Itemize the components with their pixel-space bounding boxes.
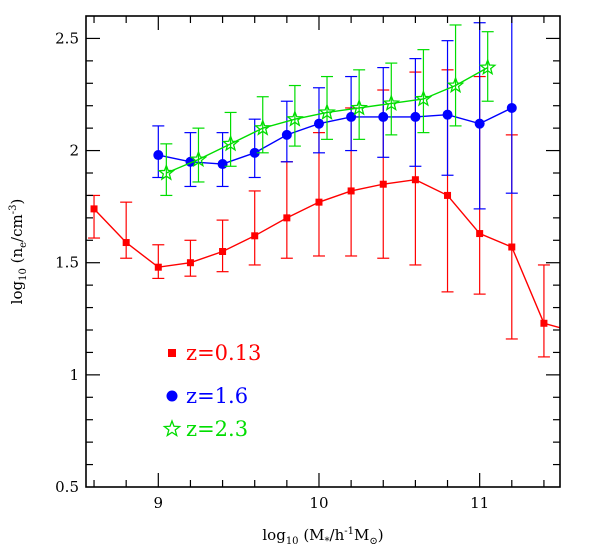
data-point bbox=[90, 205, 98, 213]
data-point bbox=[476, 230, 484, 238]
data-point bbox=[251, 232, 259, 240]
data-point bbox=[285, 109, 304, 127]
series-line bbox=[158, 107, 513, 165]
x-tick-label: 11 bbox=[470, 494, 489, 512]
y-tick-label: 1 bbox=[69, 366, 79, 384]
legend-label: z=1.6 bbox=[186, 384, 248, 408]
series-circle bbox=[152, 16, 518, 210]
data-point bbox=[318, 103, 336, 121]
data-point bbox=[283, 214, 291, 222]
data-point bbox=[474, 118, 485, 129]
data-point bbox=[186, 259, 194, 267]
data-point bbox=[414, 89, 433, 107]
data-point bbox=[540, 319, 548, 327]
y-tick-label: 1.5 bbox=[55, 254, 79, 272]
series-line bbox=[93, 179, 560, 329]
data-point bbox=[281, 129, 292, 140]
data-point bbox=[253, 118, 272, 136]
data-point bbox=[346, 111, 357, 122]
y-tick-label: 2.5 bbox=[55, 29, 79, 47]
series-square bbox=[88, 69, 560, 358]
data-point bbox=[189, 150, 208, 168]
data-point bbox=[410, 111, 421, 122]
x-tick-label: 9 bbox=[154, 494, 164, 512]
data-point bbox=[217, 159, 228, 170]
data-point bbox=[506, 102, 517, 113]
plot-content bbox=[88, 16, 560, 358]
legend: z=0.13 z=1.6 z=2.3 bbox=[162, 341, 261, 441]
legend-marker bbox=[162, 419, 182, 437]
tick-labels: 9 10 11 0.5 1 1.5 2 2.5 bbox=[55, 29, 489, 512]
legend-marker bbox=[168, 349, 176, 357]
data-point bbox=[442, 109, 453, 120]
legend-label: z=0.13 bbox=[186, 341, 261, 365]
data-point bbox=[446, 76, 465, 94]
data-point bbox=[411, 176, 419, 184]
data-point bbox=[478, 58, 497, 76]
data-point bbox=[382, 94, 401, 112]
data-point bbox=[221, 134, 240, 152]
axis-ticks bbox=[86, 16, 560, 487]
data-point bbox=[153, 150, 164, 161]
data-point bbox=[378, 111, 389, 122]
data-point bbox=[219, 248, 227, 255]
data-point bbox=[122, 239, 130, 247]
data-point bbox=[313, 118, 324, 129]
series-line bbox=[166, 66, 489, 174]
data-point bbox=[444, 191, 452, 199]
data-point bbox=[154, 263, 162, 271]
data-point bbox=[350, 98, 369, 116]
data-point bbox=[347, 187, 355, 195]
data-point bbox=[249, 147, 260, 158]
legend-label: z=2.3 bbox=[186, 417, 248, 441]
y-tick-label: 0.5 bbox=[55, 478, 79, 496]
data-point bbox=[315, 198, 323, 206]
y-axis-label: log10 (ne/cm-3) bbox=[8, 199, 29, 305]
y-tick-label: 2 bbox=[69, 142, 79, 160]
legend-marker bbox=[166, 390, 178, 402]
data-point bbox=[508, 243, 516, 251]
series-star bbox=[157, 24, 497, 197]
data-point bbox=[379, 180, 387, 188]
x-axis-label: log10 (M*/h-1M⊙) bbox=[262, 526, 383, 547]
data-point bbox=[157, 163, 176, 181]
x-tick-label: 10 bbox=[309, 494, 328, 512]
plot-frame bbox=[85, 15, 561, 488]
